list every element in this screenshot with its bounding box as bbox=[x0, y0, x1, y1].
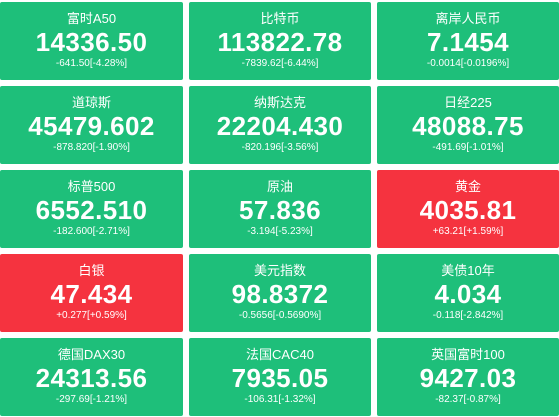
quote-name: 美债10年 bbox=[441, 263, 495, 278]
quote-name: 法国CAC40 bbox=[246, 347, 314, 362]
quote-tile[interactable]: 标普500 6552.510 -182.600[-2.71%] bbox=[0, 170, 183, 248]
quote-price: 47.434 bbox=[50, 279, 133, 309]
quote-name: 日经225 bbox=[444, 95, 492, 110]
quote-price: 4035.81 bbox=[419, 195, 517, 225]
quote-tile[interactable]: 黄金 4035.81 +63.21[+1.59%] bbox=[377, 170, 559, 248]
quote-tile[interactable]: 白银 47.434 +0.277[+0.59%] bbox=[0, 254, 183, 332]
quote-tile[interactable]: 离岸人民币 7.1454 -0.0014[-0.0196%] bbox=[377, 2, 559, 80]
quote-change: -182.600[-2.71%] bbox=[53, 226, 130, 237]
quote-name: 美元指数 bbox=[253, 263, 306, 278]
quote-tile[interactable]: 道琼斯 45479.602 -878.820[-1.90%] bbox=[0, 86, 183, 164]
quote-change: +63.21[+1.59%] bbox=[432, 226, 504, 237]
quote-change: -820.196[-3.56%] bbox=[241, 142, 319, 153]
quote-tile[interactable]: 比特币 113822.78 -7839.62[-6.44%] bbox=[189, 2, 371, 80]
quote-change: -82.37[-0.87%] bbox=[435, 394, 501, 405]
quote-name: 英国富时100 bbox=[431, 347, 505, 362]
quote-tile[interactable]: 法国CAC40 7935.05 -106.31[-1.32%] bbox=[189, 338, 371, 416]
quote-change: -0.0014[-0.0196%] bbox=[426, 58, 510, 69]
quote-price: 7.1454 bbox=[427, 27, 509, 57]
quote-price: 9427.03 bbox=[419, 363, 517, 393]
quote-tile[interactable]: 德国DAX30 24313.56 -297.69[-1.21%] bbox=[0, 338, 183, 416]
quote-name: 白银 bbox=[78, 263, 105, 278]
quote-price: 24313.56 bbox=[35, 363, 148, 393]
quote-name: 原油 bbox=[266, 179, 293, 194]
quote-change: +0.277[+0.59%] bbox=[56, 310, 127, 321]
quote-tile[interactable]: 美债10年 4.034 -0.118[-2.842%] bbox=[377, 254, 559, 332]
quote-price: 57.836 bbox=[239, 195, 321, 225]
quote-price: 7935.05 bbox=[231, 363, 329, 393]
quote-name: 黄金 bbox=[454, 179, 481, 194]
quote-change: -297.69[-1.21%] bbox=[55, 394, 128, 405]
quote-name: 德国DAX30 bbox=[57, 347, 126, 362]
quote-name: 比特币 bbox=[260, 11, 300, 26]
quote-price: 22204.430 bbox=[216, 111, 344, 141]
quote-price: 48088.75 bbox=[412, 111, 524, 141]
quote-change: -0.118[-2.842%] bbox=[432, 310, 504, 321]
quote-price: 45479.602 bbox=[28, 111, 155, 141]
quote-tile[interactable]: 日经225 48088.75 -491.69[-1.01%] bbox=[377, 86, 559, 164]
quote-tile[interactable]: 纳斯达克 22204.430 -820.196[-3.56%] bbox=[189, 86, 371, 164]
quote-change: -7839.62[-6.44%] bbox=[241, 58, 319, 69]
quote-tile[interactable]: 富时A50 14336.50 -641.50[-4.28%] bbox=[0, 2, 183, 80]
quote-tile[interactable]: 英国富时100 9427.03 -82.37[-0.87%] bbox=[377, 338, 559, 416]
quote-change: -491.69[-1.01%] bbox=[432, 142, 504, 153]
quote-change: -878.820[-1.90%] bbox=[53, 142, 130, 153]
quote-change: -0.5656[-0.5690%] bbox=[238, 310, 322, 321]
quote-name: 离岸人民币 bbox=[435, 11, 501, 26]
quote-name: 标普500 bbox=[67, 179, 116, 194]
quote-change: -641.50[-4.28%] bbox=[55, 58, 128, 69]
quote-name: 纳斯达克 bbox=[253, 95, 306, 110]
quote-name: 道琼斯 bbox=[71, 95, 111, 110]
quote-price: 14336.50 bbox=[35, 27, 148, 57]
quote-price: 113822.78 bbox=[217, 27, 343, 57]
quote-tile[interactable]: 美元指数 98.8372 -0.5656[-0.5690%] bbox=[189, 254, 371, 332]
quote-change: -3.194[-5.23%] bbox=[247, 226, 313, 237]
quote-price: 98.8372 bbox=[231, 279, 329, 309]
quote-price: 4.034 bbox=[434, 279, 502, 309]
quote-name: 富时A50 bbox=[66, 11, 117, 26]
quote-price: 6552.510 bbox=[35, 195, 148, 225]
quote-change: -106.31[-1.32%] bbox=[244, 394, 316, 405]
quote-tile[interactable]: 原油 57.836 -3.194[-5.23%] bbox=[189, 170, 371, 248]
